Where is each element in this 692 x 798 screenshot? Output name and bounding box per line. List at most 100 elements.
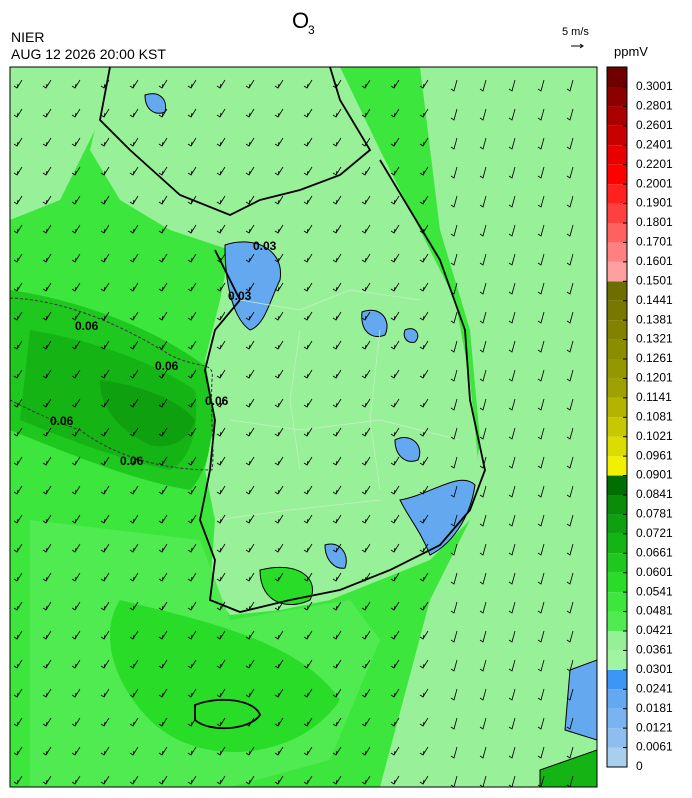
wind-arrow <box>245 456 255 466</box>
wind-arrow <box>216 746 226 756</box>
wind-arrow <box>158 195 168 205</box>
wind-arrow <box>332 369 342 379</box>
colorbar-segment <box>607 514 627 534</box>
wind-arrow <box>13 369 23 379</box>
wind-arrow <box>129 572 139 582</box>
wind-arrow <box>508 572 516 585</box>
colorbar-segment <box>607 631 627 651</box>
wind-arrow <box>332 746 342 756</box>
wind-arrow <box>566 456 574 469</box>
wind-arrow <box>100 108 110 118</box>
wind-arrow <box>332 659 342 669</box>
wind-arrow <box>274 79 284 89</box>
wind-arrow <box>419 456 429 466</box>
wind-arrow <box>129 717 139 727</box>
wind-arrow <box>479 108 487 121</box>
wind-arrow <box>479 630 487 643</box>
colorbar-segment <box>607 417 627 437</box>
wind-arrow <box>566 369 574 382</box>
colorbar-segment <box>607 708 627 729</box>
wind-arrow <box>245 369 255 379</box>
colorbar-tick-label: 0.0181 <box>636 701 673 715</box>
wind-arrow <box>390 746 400 756</box>
wind-arrow <box>390 485 400 495</box>
colorbar-tick-label: 0.2401 <box>636 137 673 151</box>
wind-arrow <box>187 630 197 640</box>
wind-arrow <box>479 282 487 295</box>
wind-arrow <box>566 311 574 324</box>
wind-arrow <box>216 427 226 437</box>
wind-arrow <box>100 166 110 176</box>
wind-arrow <box>566 224 574 237</box>
wind-arrow <box>361 659 371 669</box>
wind-arrow <box>479 659 487 672</box>
wind-arrow <box>419 485 429 495</box>
wind-arrow <box>332 137 342 147</box>
wind-arrow <box>274 659 284 669</box>
colorbar-segment <box>607 242 627 262</box>
wind-arrow <box>303 572 313 582</box>
wind-arrow <box>42 195 52 205</box>
wind-arrow <box>419 514 429 524</box>
wind-arrow <box>158 398 168 408</box>
wind-arrow <box>537 398 545 411</box>
wind-arrow <box>216 775 226 785</box>
wind-arrow <box>245 543 255 553</box>
wind-arrow <box>13 630 23 640</box>
wind-arrow <box>361 195 371 205</box>
wind-arrow <box>361 514 371 524</box>
wind-arrow <box>361 108 371 118</box>
wind-arrow <box>274 485 284 495</box>
wind-arrow <box>537 195 545 208</box>
wind-arrow <box>129 398 139 408</box>
wind-arrow <box>129 659 139 669</box>
wind-arrow <box>274 311 284 321</box>
wind-arrow <box>13 572 23 582</box>
wind-arrow <box>508 456 516 469</box>
wind-arrow <box>537 543 545 556</box>
wind-arrow <box>100 514 110 524</box>
wind-arrow <box>566 427 574 440</box>
wind-arrow <box>361 543 371 553</box>
wind-arrow <box>42 79 52 89</box>
wind-arrow <box>71 108 81 118</box>
wind-arrow <box>508 485 516 498</box>
wind-arrow <box>566 195 574 208</box>
wind-arrow <box>332 485 342 495</box>
wind-arrow <box>361 746 371 756</box>
wind-arrow <box>332 456 342 466</box>
wind-arrow <box>71 456 81 466</box>
map-frame <box>9 66 598 788</box>
wind-arrow <box>566 282 574 295</box>
wind-arrow <box>361 282 371 292</box>
wind-arrow <box>390 369 400 379</box>
colorbar-segment <box>607 320 627 340</box>
colorbar-segment <box>607 572 627 593</box>
wind-arrow <box>303 456 313 466</box>
wind-arrow <box>390 398 400 408</box>
wind-arrow <box>508 253 516 266</box>
wind-arrow <box>187 485 197 495</box>
wind-arrow <box>450 427 458 440</box>
colorbar-tick-label: 0.1021 <box>636 429 673 443</box>
wind-arrow <box>332 282 342 292</box>
wind-arrow <box>71 137 81 147</box>
wind-arrow <box>245 282 255 292</box>
wind-arrow <box>13 195 23 205</box>
wind-arrow <box>42 137 52 147</box>
wind-arrow <box>390 775 400 785</box>
wind-arrow <box>303 746 313 756</box>
wind-arrow <box>187 282 197 292</box>
wind-arrow <box>158 282 168 292</box>
wind-arrow <box>479 746 487 759</box>
wind-arrow <box>245 688 255 698</box>
wind-arrow <box>537 224 545 237</box>
wind-arrow <box>100 630 110 640</box>
wind-arrow <box>566 166 574 179</box>
wind-arrow <box>450 195 458 208</box>
wind-arrow <box>42 282 52 292</box>
wind-arrow <box>537 108 545 121</box>
wind-arrow <box>332 427 342 437</box>
wind-arrow <box>390 659 400 669</box>
